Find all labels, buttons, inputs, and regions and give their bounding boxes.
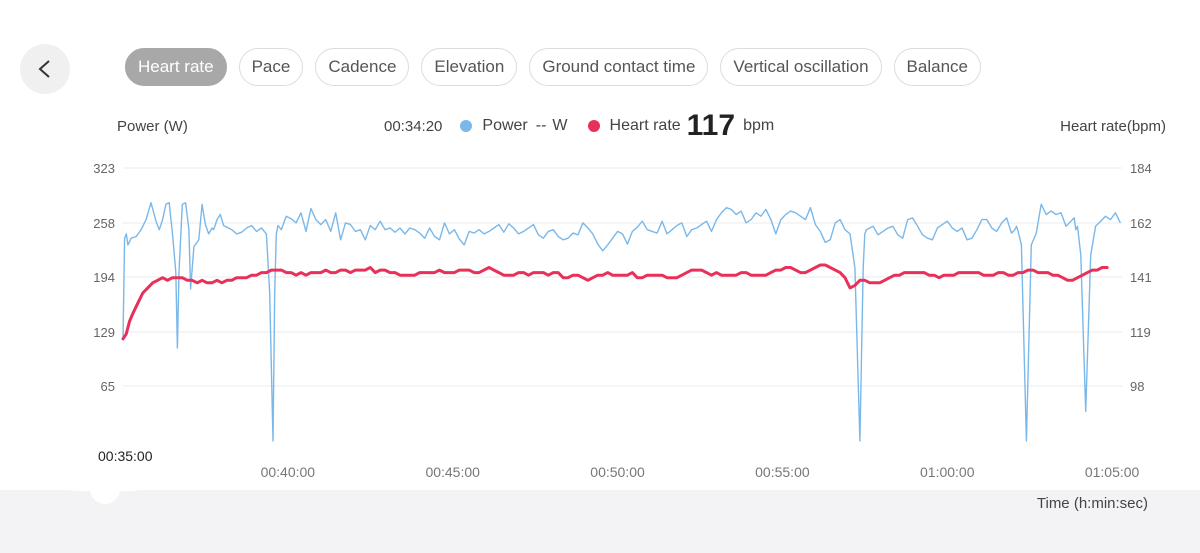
power-series-line bbox=[122, 201, 1122, 442]
tab-elevation[interactable]: Elevation bbox=[421, 48, 518, 86]
right-tick-label: 184 bbox=[1130, 161, 1152, 176]
tab-vertical-oscillation[interactable]: Vertical oscillation bbox=[720, 48, 882, 86]
tab-cadence[interactable]: Cadence bbox=[315, 48, 410, 86]
left-tick-label: 194 bbox=[93, 270, 115, 285]
x-tick-label: 01:05:00 bbox=[1085, 464, 1140, 480]
left-axis-title: Power (W) bbox=[117, 118, 188, 135]
legend-time: 00:34:20 bbox=[384, 117, 443, 135]
x-axis-title: Time (h:min:sec) bbox=[1036, 495, 1148, 512]
power-legend-unit: W bbox=[552, 117, 568, 134]
hr-legend-unit: bpm bbox=[743, 117, 775, 134]
right-tick-label: 162 bbox=[1130, 216, 1152, 231]
x-tick-label: 00:40:00 bbox=[261, 464, 316, 480]
left-tick-label: 258 bbox=[93, 216, 115, 231]
hr-legend-label: Heart rate bbox=[609, 117, 681, 134]
power-legend-dot bbox=[460, 120, 473, 132]
power-legend-label: Power bbox=[482, 117, 528, 134]
heart-rate-series-line bbox=[121, 263, 1109, 341]
hr-legend-dot bbox=[587, 120, 600, 132]
tab-balance[interactable]: Balance bbox=[893, 48, 981, 86]
tab-pace[interactable]: Pace bbox=[238, 48, 304, 86]
tab-heart-rate[interactable]: Heart rate bbox=[125, 48, 227, 86]
x-tick-label: 00:45:00 bbox=[425, 464, 480, 480]
right-tick-label: 141 bbox=[1130, 270, 1152, 285]
back-button[interactable] bbox=[20, 44, 70, 94]
timeline-slider-handle[interactable] bbox=[90, 474, 120, 504]
chevron-left-icon bbox=[38, 60, 50, 78]
hr-legend-value: 117 bbox=[686, 109, 736, 142]
power-legend-value: -- bbox=[535, 117, 547, 134]
x-tick-label: 00:50:00 bbox=[590, 464, 645, 480]
tab-ground-contact-time[interactable]: Ground contact time bbox=[529, 48, 709, 86]
left-tick-label: 65 bbox=[101, 379, 115, 394]
metric-tabs: Heart rate Pace Cadence Elevation Ground… bbox=[125, 48, 981, 86]
right-tick-label: 119 bbox=[1130, 325, 1151, 340]
left-tick-label: 129 bbox=[93, 325, 115, 340]
slider-time-label: 00:35:00 bbox=[98, 448, 153, 464]
right-axis-title: Heart rate(bpm) bbox=[1060, 118, 1166, 135]
x-tick-label: 00:55:00 bbox=[755, 464, 810, 480]
timeline-band bbox=[0, 490, 1200, 553]
left-tick-label: 323 bbox=[93, 161, 115, 176]
chart-legend: 00:34:20 Power -- W Heart rate 117 bpm bbox=[384, 108, 774, 144]
right-tick-label: 98 bbox=[1130, 379, 1144, 394]
x-tick-label: 01:00:00 bbox=[920, 464, 975, 480]
